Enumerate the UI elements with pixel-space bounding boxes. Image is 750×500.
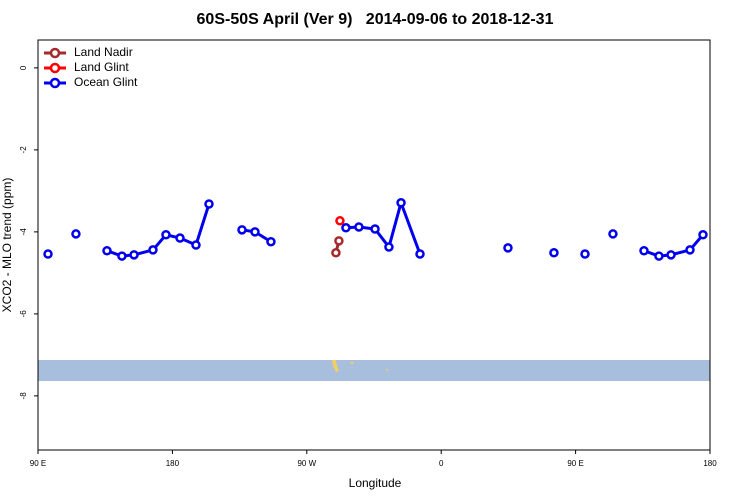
point (384, 242, 394, 252)
point (237, 225, 247, 235)
point (580, 249, 590, 259)
point (698, 230, 708, 240)
x-tick-label: 90 W (297, 459, 316, 468)
point (666, 250, 676, 260)
y-tick-label: -8 (19, 392, 28, 400)
point (161, 230, 171, 240)
y-tick-label: 0 (19, 65, 28, 70)
y-tick-label: -2 (19, 146, 28, 154)
point (204, 199, 214, 209)
point (175, 233, 185, 243)
point (503, 243, 513, 253)
y-tick-label: -4 (19, 228, 28, 236)
point (654, 251, 664, 261)
point (71, 229, 81, 239)
land-speck (386, 369, 388, 371)
point (334, 236, 344, 246)
point (331, 248, 341, 258)
point (191, 240, 201, 250)
point (43, 249, 53, 259)
point (354, 222, 364, 232)
legend-marker (49, 62, 61, 74)
point (117, 251, 127, 261)
legend-marker (49, 47, 61, 59)
point (608, 229, 618, 239)
x-tick-label: 90 E (30, 459, 46, 468)
point (266, 236, 276, 247)
land-speck (350, 362, 354, 364)
legend-label: Ocean Glint (74, 75, 138, 89)
plot-frame (37, 39, 711, 451)
point (396, 198, 406, 208)
x-tick-label: 180 (703, 459, 717, 468)
point (250, 227, 260, 237)
x-tick-label: 0 (439, 459, 444, 468)
point (685, 245, 695, 255)
y-tick-label: -6 (19, 310, 28, 318)
chart-title: 60S-50S April (Ver 9) 2014-09-06 to 2018… (197, 11, 554, 28)
land-speck (332, 360, 339, 372)
legend-marker (49, 77, 61, 89)
x-tick-label: 180 (166, 459, 180, 468)
x-axis-label: Longitude (349, 476, 402, 490)
legend-label: Land Nadir (74, 45, 133, 59)
point (415, 249, 425, 259)
point (129, 250, 139, 260)
x-tick-label: 90 E (567, 459, 583, 468)
point (102, 245, 112, 256)
point (148, 245, 158, 255)
legend-label: Land Glint (74, 60, 129, 74)
map-strip (38, 360, 710, 381)
point (335, 216, 345, 226)
point (549, 248, 559, 258)
point (341, 223, 351, 233)
y-axis-label: XCO2 - MLO trend (ppm) (0, 178, 14, 313)
point (639, 245, 649, 256)
point (370, 224, 380, 234)
